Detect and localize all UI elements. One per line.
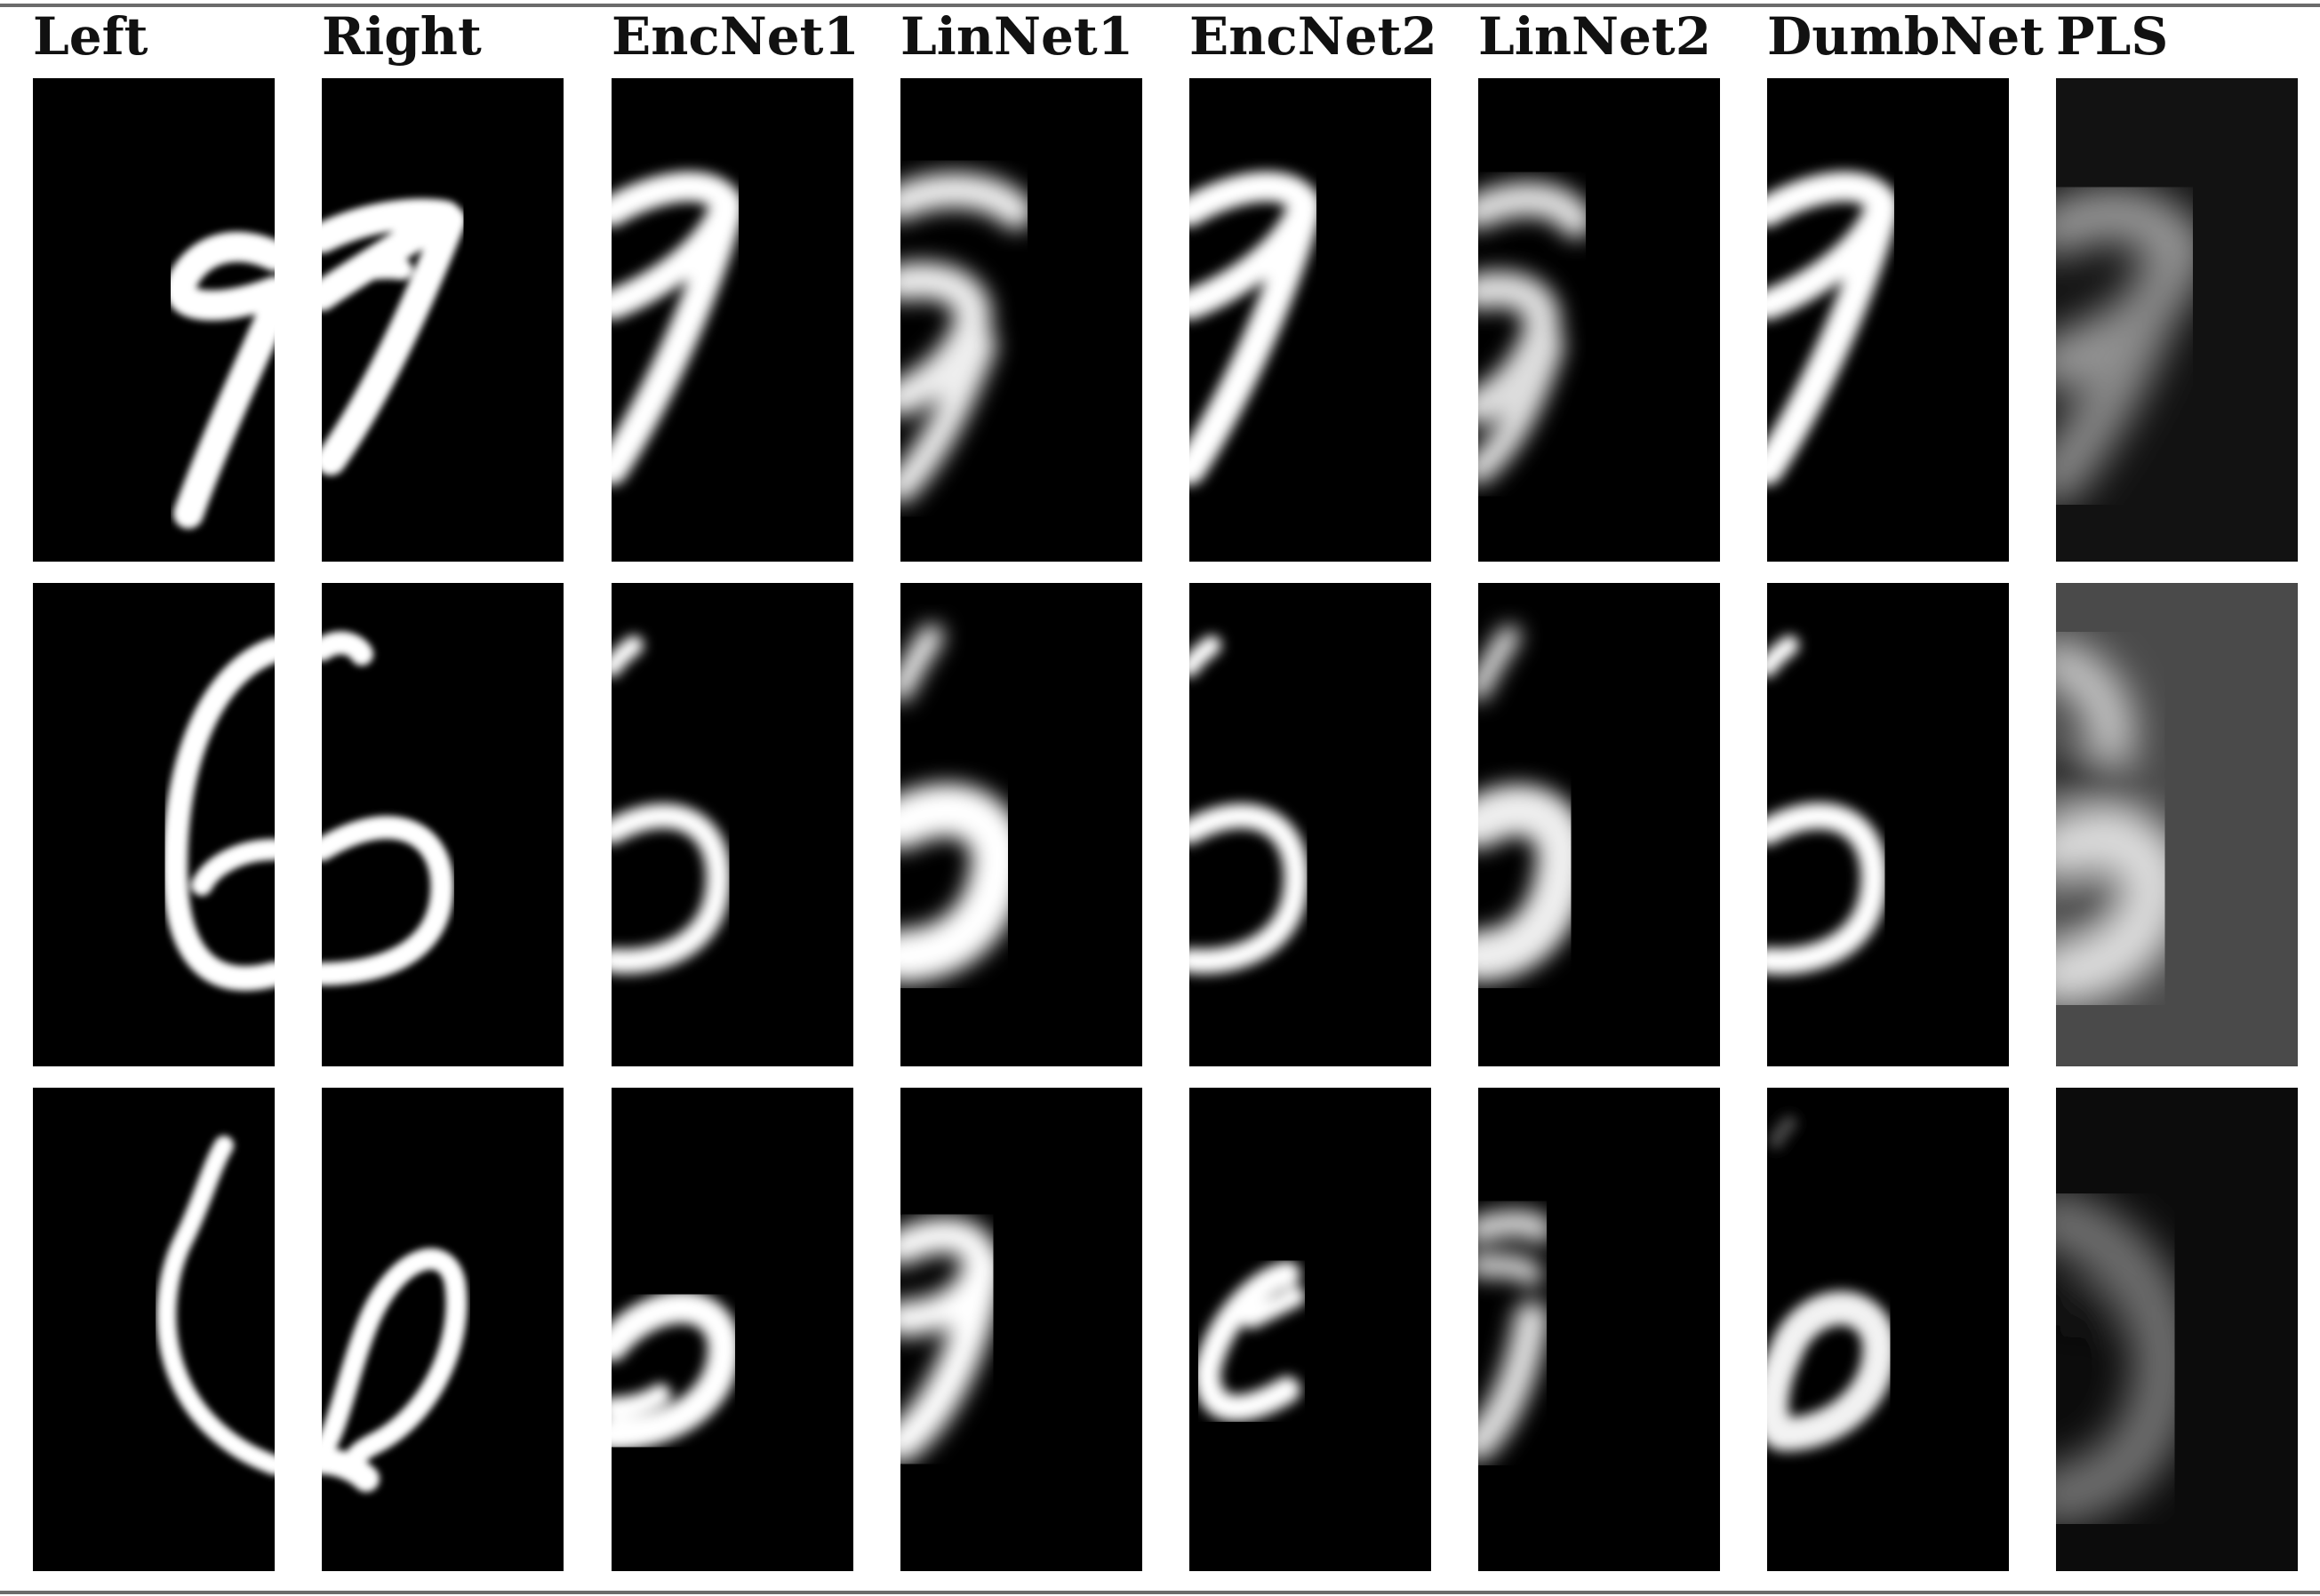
column-label-pls: PLS (2056, 6, 2169, 67)
row3-pls-tile (2056, 1088, 2298, 1571)
column-label-linnet2: LinNet2 (1478, 6, 1712, 67)
row1-linnet2-tile (1478, 78, 1720, 562)
row1-linnet1-tile (900, 78, 1142, 562)
digit-image (165, 231, 275, 529)
digit-image (900, 1217, 1004, 1463)
row2-encnet2-tile (1189, 583, 1431, 1066)
column-label-encnet1: EncNet1 (612, 6, 860, 67)
row1-right-tile (322, 78, 564, 562)
digit-image (322, 1248, 468, 1492)
digit-image (1189, 171, 1322, 485)
digit-image (2056, 1190, 2196, 1528)
column-label-linnet1: LinNet1 (900, 6, 1134, 67)
row1-left-tile (33, 78, 275, 562)
digit-image (2056, 641, 2187, 1005)
row3-encnet2-tile (1189, 1088, 1431, 1571)
digit-image (900, 625, 1026, 983)
digit-image (322, 631, 454, 986)
row2-left-tile (33, 583, 275, 1066)
digit-image (1767, 1115, 1897, 1452)
row3-linnet1-tile (900, 1088, 1142, 1571)
digit-image (1189, 635, 1309, 974)
column-label-left: Left (33, 6, 148, 67)
digit-image (162, 637, 275, 991)
row1-encnet1-tile (612, 78, 853, 562)
row2-linnet1-tile (900, 583, 1142, 1066)
top-rule (0, 4, 2320, 7)
digit-image (900, 172, 1034, 503)
row3-encnet1-tile (612, 1088, 853, 1571)
digit-image (1478, 626, 1589, 982)
row2-pls-tile (2056, 583, 2298, 1066)
digit-image (612, 1291, 740, 1450)
row3-linnet2-tile (1478, 1088, 1720, 1571)
column-label-right: Right (322, 6, 482, 67)
digit-image (1193, 1261, 1306, 1422)
row3-dumbnet-tile (1767, 1088, 2009, 1571)
digit-image (1767, 171, 1900, 485)
column-label-dumbnet: DumbNet (1767, 6, 2044, 67)
digit-image (1478, 1209, 1554, 1461)
digit-image (322, 198, 466, 475)
column-label-encnet2: EncNet2 (1189, 6, 1437, 67)
row1-encnet2-tile (1189, 78, 1431, 562)
digit-image (612, 635, 732, 974)
digit-image (612, 171, 744, 485)
bottom-rule (0, 1591, 2320, 1594)
digit-image (156, 1136, 275, 1475)
row3-right-tile (322, 1088, 564, 1571)
digit-image (1478, 181, 1594, 484)
row2-encnet1-tile (612, 583, 853, 1066)
row2-linnet2-tile (1478, 583, 1720, 1066)
row3-left-tile (33, 1088, 275, 1571)
row1-pls-tile (2056, 78, 2298, 562)
row2-dumbnet-tile (1767, 583, 2009, 1066)
digit-image (2056, 187, 2209, 505)
digit-image (1767, 635, 1888, 975)
row2-right-tile (322, 583, 564, 1066)
row1-dumbnet-tile (1767, 78, 2009, 562)
